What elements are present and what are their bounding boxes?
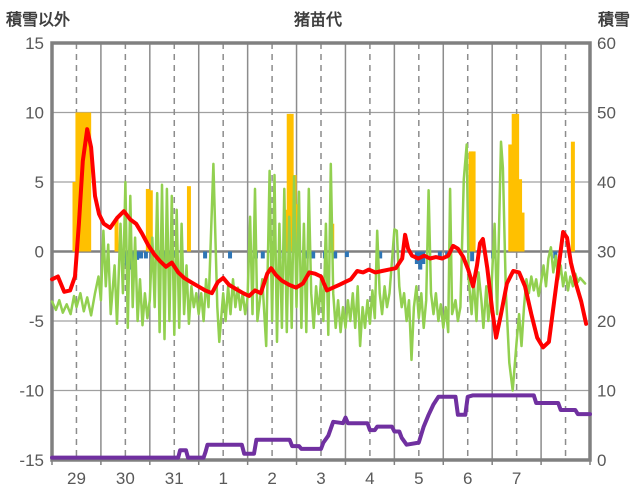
right-axis-title: 積雪	[597, 12, 630, 29]
x-axis-day-label: 7	[512, 469, 521, 488]
orange-bars-bar	[87, 112, 92, 252]
orange-bars-bar	[570, 141, 575, 252]
orange-bars-bar	[148, 190, 153, 252]
left-axis-tick-label: -5	[29, 312, 44, 331]
left-axis-tick-label: -15	[19, 451, 44, 470]
blue-bars-bar	[260, 251, 265, 259]
orange-bars-bar	[114, 218, 119, 252]
left-axis-tick-label: 5	[35, 173, 44, 192]
chart-title: 猪苗代	[293, 12, 343, 29]
right-axis-tick-label: 50	[597, 104, 616, 123]
orange-bars-bar	[186, 186, 191, 252]
blue-bars-bar	[139, 251, 144, 259]
orange-bars-bar	[508, 144, 513, 252]
blue-bars-bar	[333, 251, 338, 259]
blue-bars-bar	[378, 251, 383, 259]
x-axis-day-label: 6	[463, 469, 472, 488]
orange-bars-bar	[72, 182, 77, 252]
plot-border	[50, 41, 592, 462]
left-axis-tick-label: 15	[25, 34, 44, 53]
x-axis-day-label: 3	[316, 469, 325, 488]
right-axis-tick-label: 40	[597, 173, 616, 192]
blue-bars-bar	[135, 251, 140, 260]
left-axis-tick-label: 10	[25, 104, 44, 123]
left-axis-tick-label: -10	[19, 382, 44, 401]
blue-bars-bar	[344, 251, 349, 258]
blue-bars-bar	[470, 251, 475, 262]
orange-bars-bar	[289, 113, 294, 252]
right-axis-tick-label: 30	[597, 243, 616, 262]
x-axis-day-label: 31	[165, 469, 184, 488]
blue-bars-bar	[143, 251, 148, 259]
x-axis-day-label: 5	[414, 469, 423, 488]
blue-bars-bar	[203, 251, 208, 259]
blue-bars-bar	[311, 251, 316, 259]
orange-bars-bar	[286, 113, 291, 252]
right-axis-tick-label: 0	[597, 451, 606, 470]
orange-bars-bar	[84, 112, 89, 252]
orange-bars-bar	[75, 112, 80, 252]
x-axis-day-label: 4	[365, 469, 374, 488]
x-axis-day-label: 29	[67, 469, 86, 488]
orange-bars-bar	[468, 151, 473, 252]
orange-bars-bar	[511, 113, 516, 252]
blue-bars-bar	[418, 251, 423, 270]
x-axis-day-label: 30	[116, 469, 135, 488]
blue-bars-bar	[228, 251, 233, 259]
green-line	[50, 140, 587, 392]
right-axis-tick-label: 10	[597, 382, 616, 401]
x-axis-day-label: 1	[218, 469, 227, 488]
orange-bars-bar	[515, 113, 520, 252]
right-axis-tick-label: 60	[597, 34, 616, 53]
orange-bars-bar	[520, 212, 525, 252]
purple-line	[50, 393, 592, 460]
left-axis-tick-label: 0	[35, 243, 44, 262]
blue-bars-bar	[437, 251, 442, 259]
orange-bars-bar	[471, 151, 476, 252]
orange-bars-bar	[518, 179, 523, 252]
orange-bars-bar	[145, 188, 150, 252]
x-axis-day-label: 2	[267, 469, 276, 488]
right-axis-tick-label: 20	[597, 312, 616, 331]
left-axis-title: 積雪以外	[6, 12, 71, 29]
red-line	[50, 127, 589, 350]
